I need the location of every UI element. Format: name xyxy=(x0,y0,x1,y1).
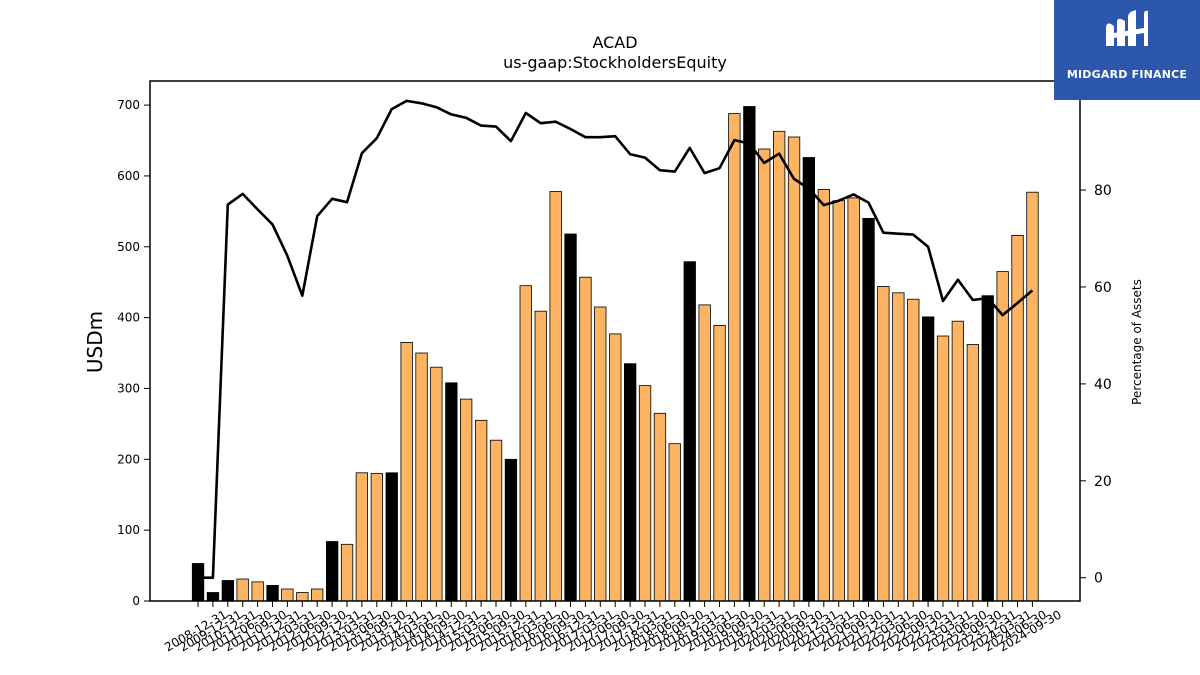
bar-2021-12-31 xyxy=(862,217,875,602)
bar-2011-12-31 xyxy=(266,585,279,602)
bar-2011-06-30 xyxy=(236,578,249,602)
bar-2020-06-30 xyxy=(773,130,786,602)
bar-2022-03-31 xyxy=(877,285,890,602)
bar-2009-12-31 xyxy=(206,592,220,602)
y2-tick-label-0: 0 xyxy=(1094,571,1103,587)
axes-group: 01002003004005006007000204060802008-12-3… xyxy=(117,80,1112,654)
bar-2013-12-31 xyxy=(385,472,398,602)
bar-2020-12-31 xyxy=(802,157,815,602)
bar-2014-09-30 xyxy=(430,366,443,602)
bar-2024-03-31 xyxy=(996,271,1009,602)
y-tick-label-300: 300 xyxy=(117,381,140,395)
bar-2015-09-30 xyxy=(489,439,503,602)
y-tick-label-100: 100 xyxy=(117,523,140,537)
logo-text: MIDGARD FINANCE xyxy=(1066,68,1188,81)
bar-2019-06-30 xyxy=(713,324,726,602)
y2-tick-label-80: 80 xyxy=(1094,183,1112,199)
bar-2018-09-30 xyxy=(668,443,681,602)
chart-title: ACAD xyxy=(592,33,637,52)
y-tick-label-700: 700 xyxy=(117,98,140,112)
bar-2014-06-30 xyxy=(415,352,428,602)
bar-2014-12-31 xyxy=(445,382,458,602)
bar-2023-09-30 xyxy=(966,344,979,602)
bar-2013-06-30 xyxy=(355,472,369,602)
bar-2016-03-31 xyxy=(519,285,532,602)
bar-2019-12-31 xyxy=(743,106,756,602)
bar-2012-06-30 xyxy=(296,592,309,602)
bar-2022-12-31 xyxy=(922,316,935,602)
y2-tick-label-20: 20 xyxy=(1094,474,1112,490)
bar-2023-12-31 xyxy=(981,295,994,602)
bar-2020-03-31 xyxy=(758,148,771,602)
bar-2008-12-31 xyxy=(191,563,205,602)
percentage-of-assets-line xyxy=(198,99,1034,580)
bar-2015-06-30 xyxy=(474,419,488,602)
bar-2022-09-30 xyxy=(907,298,920,602)
y-tick-label-0: 0 xyxy=(132,594,140,608)
line-group xyxy=(198,99,1034,580)
bar-2020-09-30 xyxy=(787,136,801,602)
bar-2015-03-31 xyxy=(459,398,473,602)
bar-2016-09-30 xyxy=(549,191,562,602)
y-tick-label-500: 500 xyxy=(117,240,140,254)
y2-tick-label-60: 60 xyxy=(1094,280,1112,296)
bars-group xyxy=(191,106,1039,602)
bar-2017-12-31 xyxy=(624,363,637,602)
bar-2021-09-30 xyxy=(847,197,860,602)
bar-2018-03-31 xyxy=(638,385,652,602)
bar-2013-09-30 xyxy=(370,473,384,602)
bar-2014-03-31 xyxy=(400,341,413,602)
y-axis-label: USDm xyxy=(83,311,107,373)
bar-2018-12-31 xyxy=(683,261,696,602)
bar-2012-12-31 xyxy=(325,541,339,602)
bar-2016-12-31 xyxy=(564,233,577,602)
bar-2019-03-31 xyxy=(698,304,711,602)
bar-2021-03-31 xyxy=(817,188,830,602)
bar-2017-06-30 xyxy=(594,306,607,602)
bar-2024-09-30 xyxy=(1026,191,1039,602)
bar-2010-12-31 xyxy=(221,580,235,602)
bar-2012-03-31 xyxy=(281,588,294,602)
bar-2015-12-31 xyxy=(504,458,518,602)
y-tick-label-400: 400 xyxy=(117,311,140,325)
midgard-finance-logo: MIDGARD FINANCE xyxy=(1054,0,1200,100)
bar-2017-03-31 xyxy=(579,276,592,602)
bar-2018-06-30 xyxy=(653,412,667,602)
bar-2023-06-30 xyxy=(951,320,964,602)
bar-2021-06-30 xyxy=(832,200,845,602)
bar-2011-09-30 xyxy=(251,581,264,602)
bar-2012-09-30 xyxy=(310,588,324,602)
y2-tick-label-40: 40 xyxy=(1094,377,1112,393)
y2-axis-label: Percentage of Assets xyxy=(1130,279,1144,405)
bar-2017-09-30 xyxy=(609,333,622,602)
bar-2024-06-30 xyxy=(1011,234,1024,602)
bar-2023-03-31 xyxy=(936,335,950,602)
bar-2013-03-31 xyxy=(340,543,354,602)
y-tick-label-200: 200 xyxy=(117,452,140,466)
bar-2016-06-30 xyxy=(534,310,547,602)
logo-mark-icon xyxy=(1106,10,1148,47)
bar-2022-06-30 xyxy=(892,292,905,602)
y-tick-label-600: 600 xyxy=(117,169,140,183)
bar-2019-09-30 xyxy=(728,113,741,602)
chart-subtitle: us-gaap:StockholdersEquity xyxy=(503,53,727,72)
